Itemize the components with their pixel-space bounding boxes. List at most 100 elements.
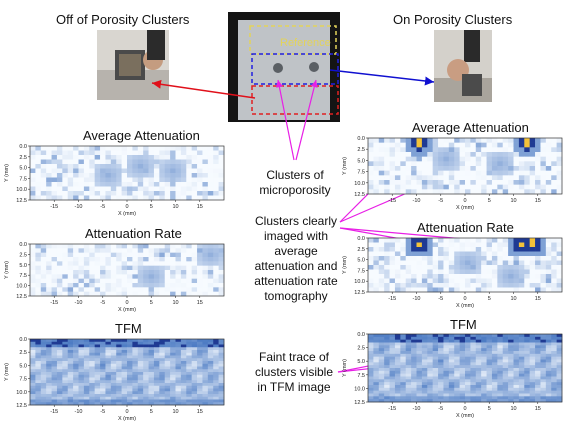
- x-tick-label: 15: [197, 300, 203, 306]
- reference-label: Reference: [280, 37, 331, 49]
- x-axis-label: X (mm): [456, 205, 474, 211]
- left-tfm-plot: -15 -10 -5 0 5 10 15 X (mm) 0.0 2.5 5.0 7.5 10.0 12.5…: [4, 337, 225, 422]
- x-tick-label: 15: [197, 204, 203, 210]
- y-tick-label: 5.0: [357, 359, 365, 365]
- x-tick-label: 5: [488, 406, 491, 412]
- y-tick-label: 0.0: [19, 337, 27, 343]
- x-tick-label: 0: [463, 198, 466, 204]
- y-axis-label: Y (mm): [342, 256, 348, 274]
- x-tick-label: -10: [75, 204, 83, 210]
- right-tfm-plot: -15 -10 -5 0 5 10 15 X (mm) 0.0 2.5 5.0 7.5 10.0 12.5…: [342, 332, 563, 419]
- x-tick-label: -15: [50, 409, 58, 415]
- x-tick-label: 5: [150, 204, 153, 210]
- x-tick-label: 0: [463, 296, 466, 302]
- cluster-arrow-2: [295, 79, 318, 161]
- x-tick-label: -15: [388, 198, 396, 204]
- y-tick-label: 2.5: [19, 252, 27, 258]
- y-tick-label: 5.0: [19, 166, 27, 172]
- cluster-arrow-1: [275, 79, 295, 161]
- y-tick-label: 10.0: [16, 390, 27, 396]
- y-tick-label: 10.0: [354, 386, 365, 392]
- y-tick-label: 12.5: [354, 192, 365, 198]
- y-tick-label: 7.5: [357, 170, 365, 176]
- right-avg-title: Average Attenuation: [412, 120, 529, 135]
- y-tick-label: 5.0: [357, 158, 365, 164]
- x-tick-label: -10: [413, 198, 421, 204]
- blue-arrow: [329, 69, 435, 86]
- x-tick-label: 5: [150, 409, 153, 415]
- x-tick-label: 10: [172, 409, 178, 415]
- left-avg-title: Average Attenuation: [83, 128, 200, 143]
- x-tick-label: -15: [50, 204, 58, 210]
- x-tick-label: -5: [438, 406, 443, 412]
- y-tick-label: 2.5: [19, 350, 27, 356]
- y-tick-label: 12.5: [354, 290, 365, 296]
- x-axis-label: X (mm): [118, 416, 136, 422]
- y-tick-label: 12.5: [16, 294, 27, 300]
- left-rate-title: Attenuation Rate: [85, 226, 182, 241]
- y-tick-label: 10.0: [354, 181, 365, 187]
- y-tick-label: 10.0: [16, 284, 27, 290]
- y-tick-label: 7.5: [357, 268, 365, 274]
- y-tick-label: 0.0: [19, 242, 27, 248]
- x-tick-label: 5: [150, 300, 153, 306]
- y-axis-label: Y (mm): [4, 363, 10, 381]
- left-attenuation-rate-plot: -15 -10 -5 0 5 10 15 X (mm) 0.0 2.5 5.0 7.5 10.0 12.5…: [4, 242, 225, 313]
- x-tick-label: 15: [197, 409, 203, 415]
- y-tick-label: 7.5: [357, 373, 365, 379]
- x-tick-label: -15: [50, 300, 58, 306]
- y-tick-label: 5.0: [19, 263, 27, 269]
- x-tick-label: 10: [510, 406, 516, 412]
- x-tick-label: 15: [535, 296, 541, 302]
- x-tick-label: -10: [413, 406, 421, 412]
- right-tfm-title: TFM: [450, 317, 477, 332]
- y-tick-label: 2.5: [357, 147, 365, 153]
- x-tick-label: -5: [438, 198, 443, 204]
- right-average-attenuation-plot: -15 -10 -5 0 5 10 15 X (mm) 0.0 2.5 5.0 7.5 10.0 12.5…: [342, 136, 563, 211]
- y-axis-label: Y (mm): [4, 164, 10, 182]
- x-tick-label: 0: [125, 409, 128, 415]
- x-tick-label: 0: [125, 300, 128, 306]
- y-tick-label: 0.0: [357, 136, 365, 142]
- x-tick-label: 0: [125, 204, 128, 210]
- y-tick-label: 12.5: [354, 400, 365, 406]
- x-tick-label: -15: [388, 296, 396, 302]
- y-tick-label: 10.0: [16, 187, 27, 193]
- x-tick-label: 15: [535, 198, 541, 204]
- red-arrow: [151, 79, 256, 99]
- y-axis-label: Y (mm): [342, 359, 348, 377]
- y-tick-label: 12.5: [16, 198, 27, 204]
- right-column-title: On Porosity Clusters: [393, 12, 513, 27]
- x-tick-label: 10: [172, 300, 178, 306]
- x-tick-label: -5: [100, 300, 105, 306]
- x-tick-label: -5: [100, 409, 105, 415]
- on-cluster-photo: [434, 30, 492, 102]
- y-tick-label: 2.5: [19, 155, 27, 161]
- y-tick-label: 2.5: [357, 247, 365, 253]
- x-tick-label: -10: [75, 300, 83, 306]
- y-tick-label: 0.0: [19, 144, 27, 150]
- left-average-attenuation-plot: -15 -10 -5 0 5 10 15 X (mm) 0.0 2.5 5.0 7.5 10.0 12.5…: [4, 144, 225, 217]
- specimen-photo: Reference: [228, 12, 340, 122]
- y-tick-label: 0.0: [357, 332, 365, 338]
- left-tfm-title: TFM: [115, 321, 142, 336]
- y-tick-label: 7.5: [19, 273, 27, 279]
- x-tick-label: 5: [488, 296, 491, 302]
- y-tick-label: 10.0: [354, 279, 365, 285]
- x-tick-label: 15: [535, 406, 541, 412]
- x-tick-label: 0: [463, 406, 466, 412]
- faint-trace-label: Faint trace of clusters visible in TFM i…: [254, 350, 334, 394]
- right-rate-title: Attenuation Rate: [417, 220, 514, 235]
- x-tick-label: 10: [510, 296, 516, 302]
- y-axis-label: Y (mm): [342, 157, 348, 175]
- x-axis-label: X (mm): [118, 211, 136, 217]
- y-tick-label: 7.5: [19, 377, 27, 383]
- x-axis-label: X (mm): [456, 413, 474, 419]
- right-attenuation-rate-plot: -15 -10 -5 0 5 10 15 X (mm) 0.0 2.5 5.0 7.5 10.0 12.5…: [342, 236, 563, 309]
- clusters-label: Clusters of microporosity: [259, 168, 331, 197]
- y-axis-label: Y (mm): [4, 261, 10, 279]
- y-tick-label: 7.5: [19, 176, 27, 182]
- x-tick-label: 10: [172, 204, 178, 210]
- x-tick-label: -10: [413, 296, 421, 302]
- y-tick-label: 5.0: [357, 258, 365, 264]
